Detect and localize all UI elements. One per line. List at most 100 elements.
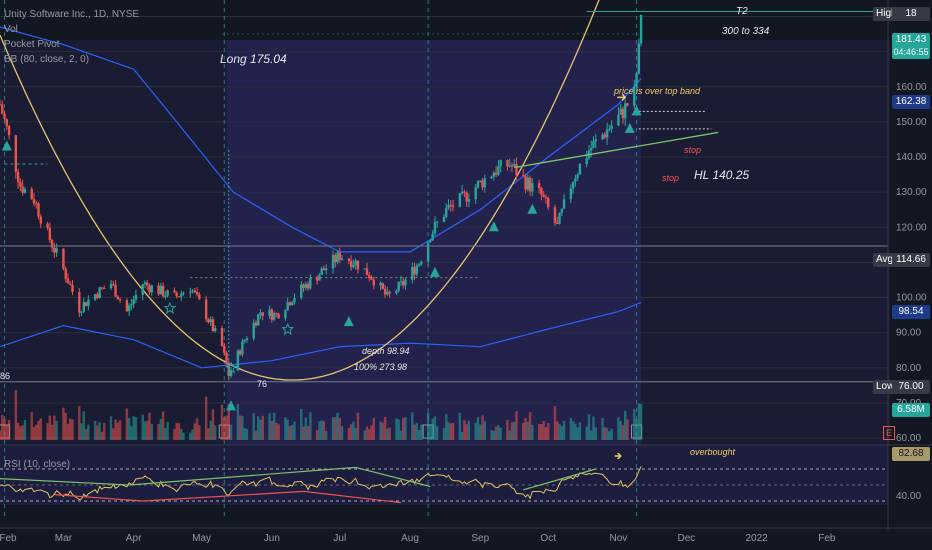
- candle-body: [69, 283, 72, 285]
- volume-bar: [318, 421, 321, 440]
- volume-bar: [585, 426, 588, 440]
- volume-bar: [347, 428, 351, 440]
- price-tick-label: 130.00: [896, 187, 927, 198]
- candle-body: [513, 164, 516, 167]
- volume-bar: [436, 426, 439, 440]
- volume-bar: [198, 425, 201, 440]
- volume-bar: [349, 424, 353, 440]
- candle-body: [490, 176, 493, 179]
- earnings-axis-marker[interactable]: E: [883, 426, 895, 440]
- candle-body: [322, 268, 326, 271]
- volume-bar: [100, 431, 104, 440]
- volume-bar: [608, 431, 611, 440]
- volume-bar: [447, 422, 450, 440]
- volume-bar: [383, 416, 387, 440]
- candle-body: [127, 305, 131, 312]
- volume-bar: [300, 408, 303, 440]
- candle-body: [50, 240, 54, 248]
- volume-bar: [116, 422, 119, 440]
- bollinger-bands: [0, 26, 642, 369]
- candle-body: [309, 277, 312, 289]
- volume-bar: [35, 424, 38, 440]
- volume-bar: [53, 415, 56, 440]
- candle-body: [35, 203, 38, 205]
- rsi-divergence-line: [129, 466, 356, 486]
- volume-bar: [497, 425, 500, 440]
- candle-body: [100, 287, 104, 289]
- candle-body: [198, 294, 201, 300]
- candle-body: [0, 104, 2, 106]
- volume-bar: [537, 423, 541, 440]
- volume-bar: [209, 420, 212, 440]
- volume-bar: [481, 415, 484, 440]
- volume-bar: [207, 428, 210, 440]
- candle-body: [336, 252, 339, 263]
- volume-bar: [173, 429, 176, 440]
- candle-body: [574, 178, 577, 182]
- volume-bar: [451, 422, 455, 440]
- cup-curve: [0, 0, 600, 381]
- volume-bar: [30, 412, 33, 440]
- arrow-marker: [617, 93, 627, 101]
- candle-body: [571, 181, 575, 189]
- volume-bar: [175, 422, 178, 440]
- candle-body: [381, 282, 385, 289]
- volume-bar: [238, 415, 242, 440]
- volume-bar: [80, 423, 83, 440]
- volume-bar: [82, 411, 86, 440]
- volume-bar: [368, 429, 371, 440]
- volume-bar: [134, 417, 138, 440]
- candle-body: [544, 196, 548, 199]
- volume-bar: [243, 428, 246, 440]
- price-over-band-annotation: price is over top band: [614, 86, 701, 96]
- volume-bar: [463, 420, 466, 440]
- pocket-pivot-star: [163, 301, 177, 315]
- volume-bar: [112, 428, 115, 440]
- volume-bar: [16, 422, 20, 440]
- volume-bar: [325, 430, 328, 440]
- volume-bar: [3, 418, 6, 440]
- bb-upper-band: [0, 26, 642, 253]
- candle-body: [306, 284, 310, 289]
- candle-body: [39, 216, 42, 224]
- candle-body: [433, 222, 437, 234]
- candle-body: [32, 199, 36, 204]
- candle-body: [442, 217, 446, 222]
- volume-bar: [356, 412, 360, 440]
- candle-body: [261, 312, 264, 316]
- candle-body: [132, 299, 135, 305]
- rsi-divergence-line: [523, 468, 596, 491]
- volume-bar: [528, 412, 532, 440]
- candle-body: [399, 281, 403, 283]
- volume-bar: [562, 420, 566, 440]
- candle-body: [522, 175, 525, 177]
- candle-body: [637, 43, 641, 74]
- candle-body: [497, 166, 500, 175]
- volume-bar: [254, 430, 258, 440]
- candle-body: [268, 309, 271, 316]
- candle-body: [66, 278, 70, 284]
- candle-body: [55, 248, 58, 253]
- volume-bar: [637, 403, 641, 440]
- pocket-pivot-triangle: [527, 203, 538, 214]
- pocket-pivot-star: [224, 361, 238, 374]
- volume-bar: [395, 418, 398, 440]
- candle-body: [304, 284, 308, 288]
- price-tick-label: 120.00: [896, 222, 927, 233]
- volume-bar: [98, 422, 101, 440]
- candle-body: [146, 282, 149, 286]
- t2-annotation: T2: [736, 6, 748, 17]
- volume-bar: [182, 432, 185, 440]
- volume-bar: [499, 427, 502, 440]
- candle-body: [182, 292, 185, 294]
- candle-body: [474, 187, 477, 200]
- candle-body: [157, 285, 160, 295]
- volume-bar: [601, 418, 604, 440]
- candle-body: [590, 147, 593, 151]
- volume-bar: [433, 416, 437, 440]
- candle-body: [143, 282, 147, 285]
- candle-body: [112, 284, 115, 286]
- volume-bar: [571, 421, 575, 440]
- volume-bar: [225, 415, 228, 440]
